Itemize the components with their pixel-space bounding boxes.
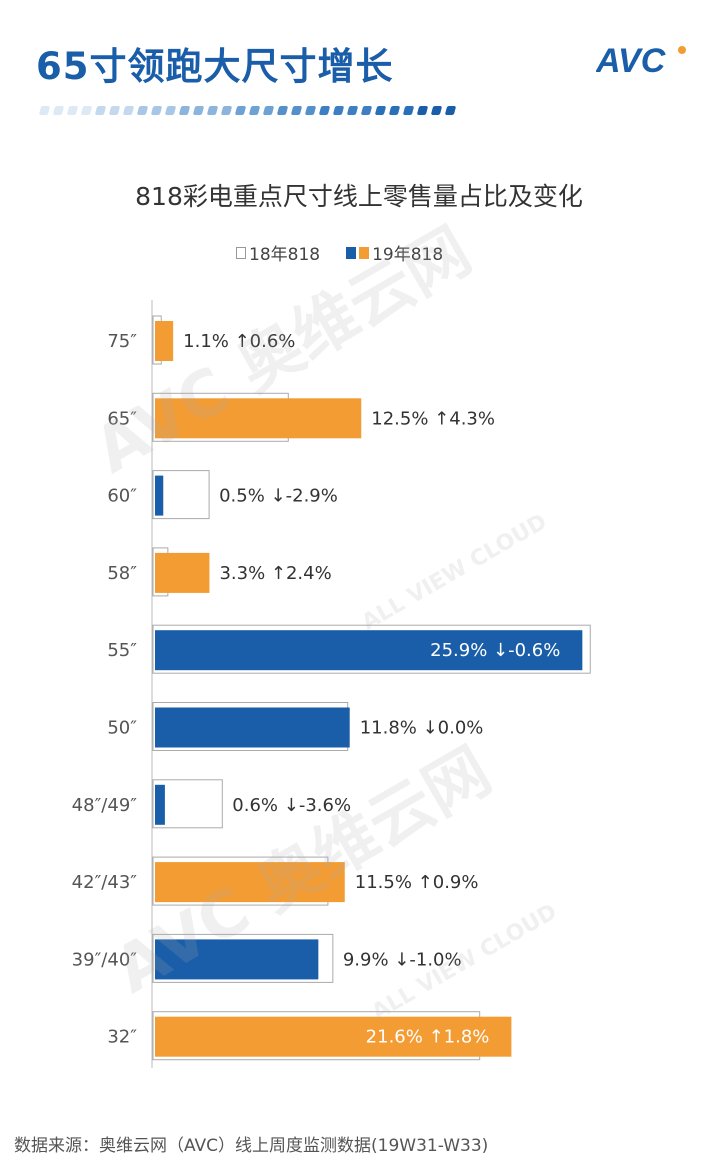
page-title: 65寸领跑大尺寸增长 [36, 45, 394, 88]
tick-label: 50″ [107, 718, 137, 739]
bar-19 [155, 784, 165, 825]
legend-item-19: 19年818 [346, 240, 443, 265]
tick-label: 55″ [107, 640, 137, 661]
bar-19 [155, 707, 350, 748]
bar-19 [155, 398, 362, 439]
legend-item-18: 18年818 [236, 240, 320, 265]
bar-19 [155, 630, 583, 671]
data-label: 25.9% ↓-0.6% [430, 640, 560, 661]
bar-19 [155, 939, 319, 980]
data-label: 0.6% ↓-3.6% [232, 795, 351, 816]
tick-label: 39″/40″ [72, 949, 138, 970]
bar-19 [155, 475, 164, 516]
data-label: 12.5% ↑4.3% [371, 408, 495, 429]
data-label: 21.6% ↑1.8% [366, 1027, 490, 1048]
chart-title: 818彩电重点尺寸线上零售量占比及变化 [135, 182, 583, 211]
tick-label: 42″/43″ [72, 872, 138, 893]
legend-swatch-19-orange [359, 246, 370, 259]
source-note: 数据来源：奥维云网（AVC）线上周度监测数据(19W31-W33) [14, 1136, 489, 1156]
bar-19 [155, 552, 210, 593]
bar-19 [155, 1016, 512, 1057]
data-label: 1.1% ↑0.6% [183, 331, 295, 352]
tick-label: 48″/49″ [72, 795, 138, 816]
tick-label: 75″ [107, 331, 137, 352]
data-label: 11.5% ↑0.9% [355, 872, 479, 893]
legend-swatch-19-blue [346, 246, 357, 259]
legend-label-18: 18年818 [249, 245, 321, 265]
logo-dot [678, 46, 686, 54]
avc-logo: AVC [596, 42, 686, 80]
bar-19 [155, 862, 345, 903]
data-label: 0.5% ↓-2.9% [219, 486, 338, 507]
legend-swatch-18 [236, 246, 246, 259]
data-label: 3.3% ↑2.4% [219, 563, 331, 584]
data-label: 11.8% ↓0.0% [360, 718, 484, 739]
logo-text: AVC [596, 42, 666, 80]
legend-label-19: 19年818 [372, 245, 444, 265]
data-label: 9.9% ↓-1.0% [343, 949, 462, 970]
tick-label: 60″ [107, 486, 137, 507]
tick-label: 65″ [107, 408, 137, 429]
bar-19 [155, 321, 174, 361]
tick-label: 32″ [107, 1027, 137, 1048]
tick-label: 58″ [107, 563, 137, 584]
legend: 18年818 19年818 [236, 240, 469, 265]
